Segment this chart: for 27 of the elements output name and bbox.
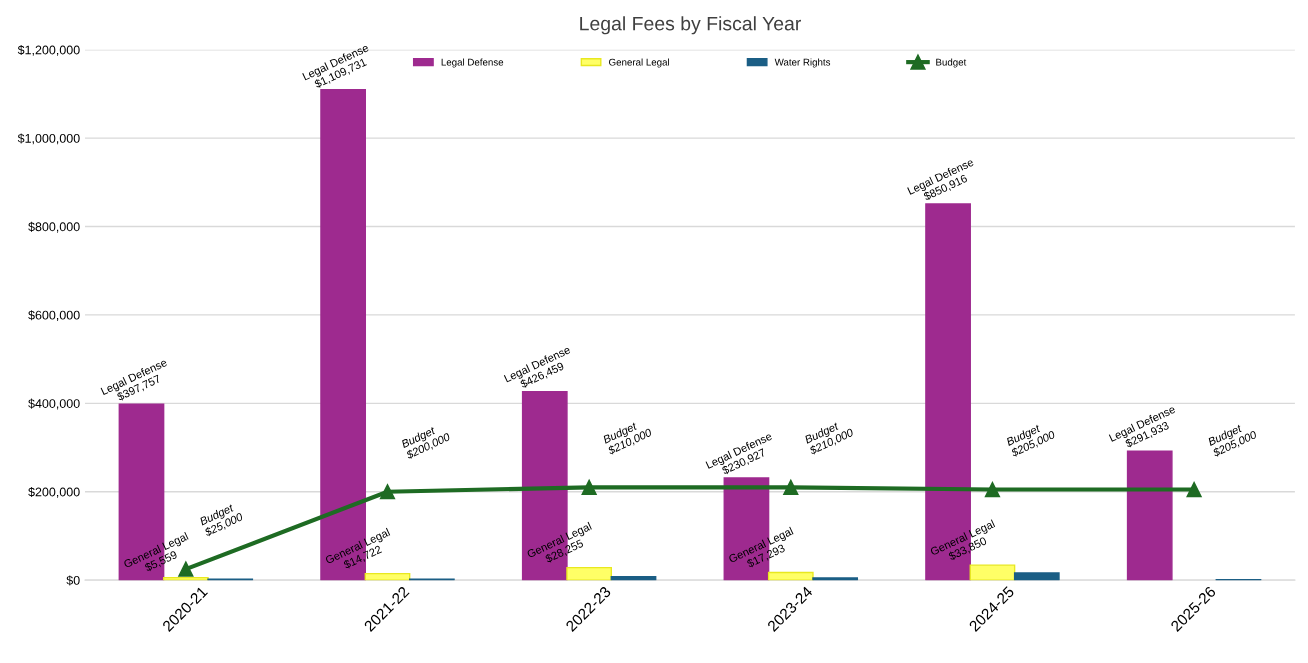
bar	[767, 571, 814, 581]
bar	[610, 575, 657, 581]
point	[984, 481, 1001, 498]
point	[178, 561, 194, 577]
legend-label: Legal Defense	[441, 58, 504, 68]
point	[581, 479, 597, 495]
bar	[1126, 450, 1173, 581]
point	[783, 479, 799, 495]
y-tick-label: $800,000	[28, 221, 80, 233]
y-tick-label: $1,000,000	[17, 133, 80, 145]
y-tick-label: $200,000	[28, 487, 80, 498]
point	[1186, 481, 1202, 498]
y-tick-label: $1,200,000	[17, 45, 80, 56]
legend-label: Budget	[936, 58, 967, 68]
legend-label: Water Rights	[774, 58, 831, 68]
point	[379, 484, 396, 500]
y-tick-label: $600,000	[28, 310, 80, 322]
bar	[162, 576, 209, 581]
bar	[969, 564, 1016, 581]
bar	[1013, 572, 1060, 581]
chart-title: Legal Fees by Fiscal Year	[580, 16, 801, 35]
bar	[812, 577, 859, 581]
y-tick-label: $0	[66, 575, 80, 586]
bar	[566, 566, 613, 581]
y-tick-label: $400,000	[28, 398, 80, 410]
legend-label: General Legal	[609, 58, 669, 68]
bar	[364, 572, 411, 581]
